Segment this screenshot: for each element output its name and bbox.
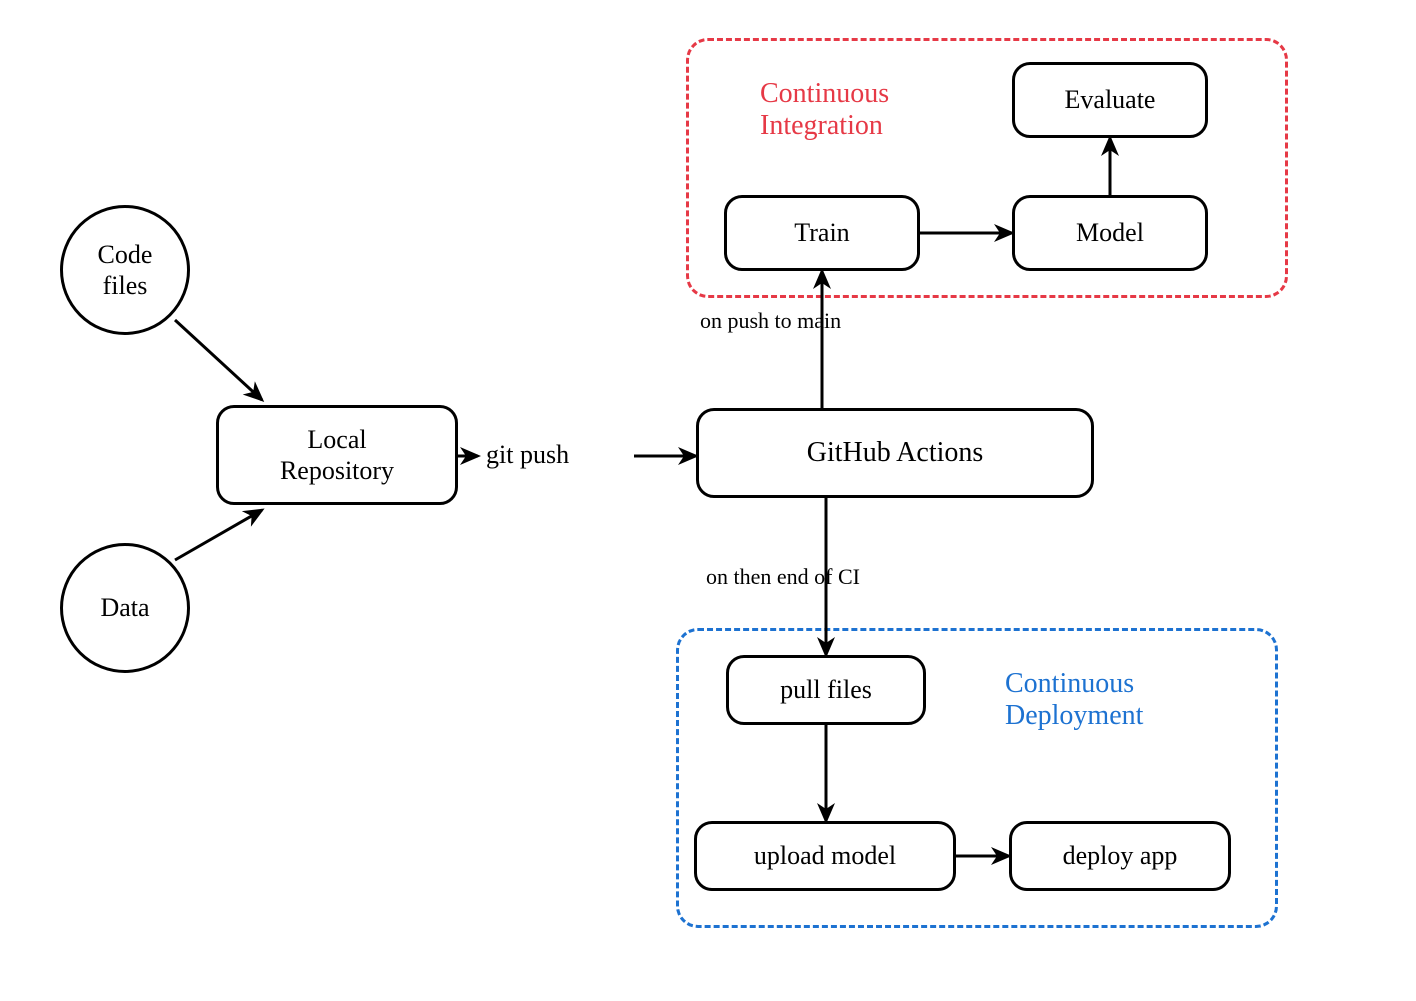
model-node: Model	[1012, 195, 1208, 271]
node-label: pull files	[780, 674, 872, 705]
node-label: Codefiles	[98, 239, 153, 301]
node-label: Data	[100, 592, 149, 623]
node-label: Train	[794, 217, 849, 248]
github-actions-node: GitHub Actions	[696, 408, 1094, 498]
pull-files-node: pull files	[726, 655, 926, 725]
train-node: Train	[724, 195, 920, 271]
node-label: Model	[1076, 217, 1144, 248]
upload-model-node: upload model	[694, 821, 956, 891]
ci-group-label: ContinuousIntegration	[760, 78, 889, 142]
evaluate-node: Evaluate	[1012, 62, 1208, 138]
data-node: Data	[60, 543, 190, 673]
on-push-label: on push to main	[700, 308, 841, 334]
node-label: upload model	[754, 840, 896, 871]
node-label: Evaluate	[1065, 84, 1156, 115]
code-files-node: Codefiles	[60, 205, 190, 335]
node-label: GitHub Actions	[807, 436, 984, 470]
node-label: LocalRepository	[280, 424, 394, 486]
local-repo-node: LocalRepository	[216, 405, 458, 505]
node-label: deploy app	[1063, 840, 1178, 871]
deploy-app-node: deploy app	[1009, 821, 1231, 891]
git-push-label: git push	[486, 440, 569, 470]
cd-group-label: ContinuousDeployment	[1005, 668, 1143, 732]
on-end-ci-label: on then end of CI	[706, 564, 860, 590]
